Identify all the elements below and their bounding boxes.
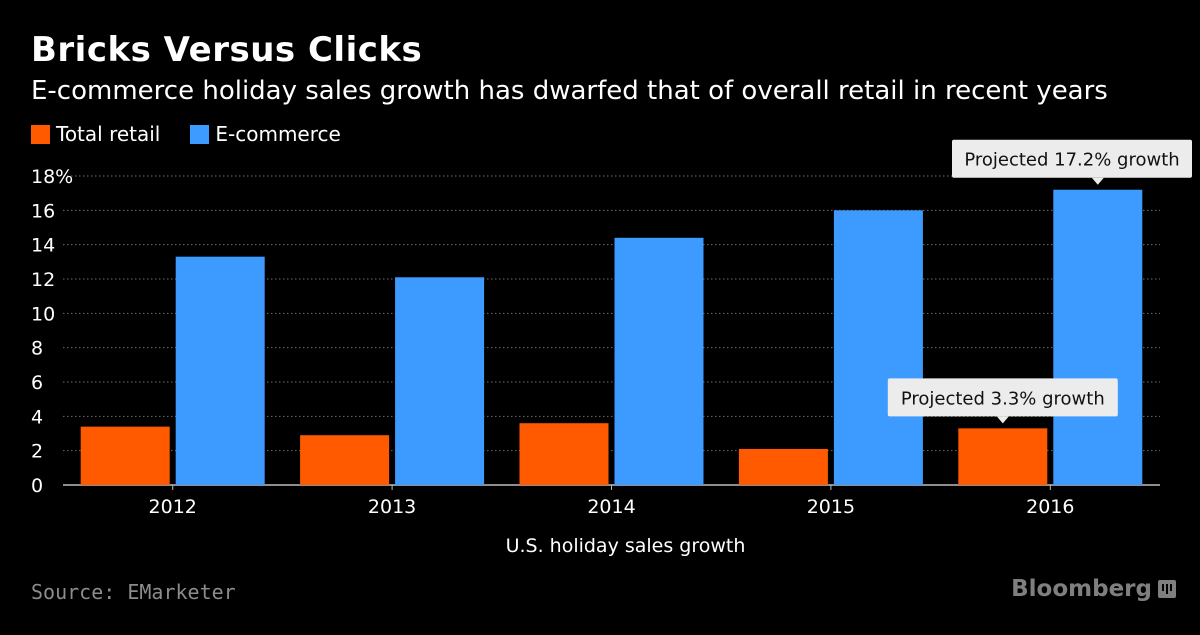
bar-e-commerce-2016 [1053,189,1143,485]
annotation-label: Projected 3.3% growth [901,388,1105,409]
bar-total-retail-2012 [80,426,170,485]
source-note: Source: EMarketer [31,580,236,604]
bar-total-retail-2013 [300,435,390,485]
annotation-box [887,378,1118,417]
bloomberg-logo: Bloomberg [1011,576,1176,602]
y-tick-label: 16 [31,200,55,222]
legend: Total retail E-commerce [31,122,371,146]
y-tick-label: 4 [31,406,43,428]
y-tick-label: 0 [31,475,43,497]
x-tick-label: 2014 [587,496,635,518]
bar-total-retail-2016 [958,428,1048,485]
y-tick-label: 18% [31,166,73,188]
legend-item-total-retail: Total retail [31,122,160,146]
y-tick-label: 2 [31,441,43,463]
x-axis-title: U.S. holiday sales growth [506,535,746,557]
brand-name: Bloomberg [1011,576,1152,602]
chart-subtitle: E-commerce holiday sales growth has dwar… [31,76,1108,106]
x-tick-label: 2013 [368,496,416,518]
annotation-label: Projected 17.2% growth [964,150,1179,171]
y-tick-label: 6 [31,372,43,394]
annotation-pointer [1091,177,1104,185]
bar-total-retail-2015 [738,448,828,485]
x-tick-label: 2015 [807,496,855,518]
bar-e-commerce-2014 [614,237,704,485]
y-tick-label: 10 [31,303,55,325]
annotation-box [952,139,1192,178]
annotation-pointer [996,416,1009,424]
bar-e-commerce-2015 [833,210,923,486]
legend-label-e-commerce: E-commerce [215,122,341,146]
bar-e-commerce-2012 [175,256,265,485]
bar-e-commerce-2013 [395,277,485,485]
legend-swatch-e-commerce [190,124,210,144]
bloomberg-mark-icon [1158,580,1176,598]
x-tick-label: 2016 [1026,496,1074,518]
x-tick-label: 2012 [149,496,197,518]
legend-label-total-retail: Total retail [56,122,161,146]
bar-total-retail-2014 [519,423,609,485]
legend-swatch-total-retail [31,124,50,144]
y-tick-label: 8 [31,338,43,360]
legend-item-e-commerce: E-commerce [190,122,341,146]
y-tick-label: 14 [31,235,55,257]
chart-title: Bricks Versus Clicks [31,30,423,70]
y-tick-label: 12 [31,269,55,291]
